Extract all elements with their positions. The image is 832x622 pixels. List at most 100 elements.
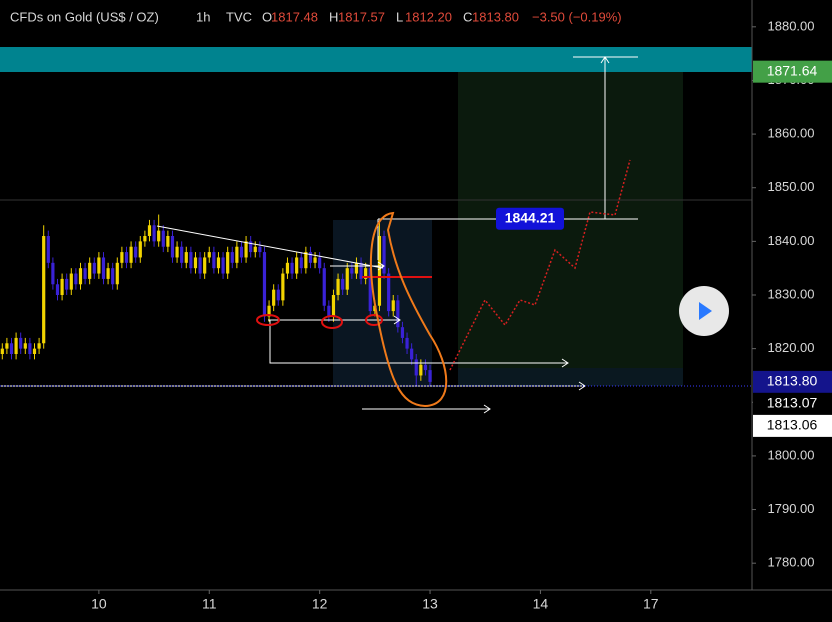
candle-body: [51, 262, 55, 285]
price-label: 1813.80: [767, 373, 818, 389]
candle-body: [345, 268, 349, 290]
candle-body: [368, 268, 372, 312]
y-tick-label: 1830.00: [768, 286, 815, 301]
candle-body: [336, 278, 340, 295]
y-tick-label: 1840.00: [768, 233, 815, 248]
price-label: 1813.06: [767, 417, 818, 433]
candle-body: [180, 246, 184, 263]
y-tick-label: 1790.00: [768, 501, 815, 516]
candle-body: [262, 252, 267, 317]
candle-body: [419, 364, 423, 376]
candle-body: [350, 268, 354, 274]
candle-body: [423, 364, 428, 371]
candle-body: [157, 230, 161, 242]
price-label-bg: [753, 370, 832, 393]
y-tick-label: 1820.00: [768, 340, 815, 355]
candle-body: [354, 262, 359, 274]
candle-body: [166, 236, 170, 247]
x-tick-label: 12: [312, 596, 328, 612]
annotation: 1844.21: [505, 209, 556, 225]
ohlc-value: 1817.57: [338, 9, 385, 24]
markers: [256, 276, 432, 329]
ohlc-value: 1812.20: [405, 9, 452, 24]
candle-body: [405, 337, 409, 349]
stop-zone: [458, 368, 683, 386]
candle-body: [5, 343, 9, 349]
candle-body: [88, 262, 92, 279]
candle-body: [65, 278, 69, 290]
candle-body: [170, 236, 175, 258]
candle-body: [276, 289, 280, 301]
candle-body: [184, 252, 188, 263]
arrow: [573, 56, 638, 219]
price-label-bg: [753, 414, 832, 437]
annotation-bg: [496, 207, 564, 230]
target-band: [0, 47, 752, 72]
candle-body: [134, 246, 138, 258]
candle-body: [285, 262, 290, 274]
candle-body: [382, 236, 386, 274]
candle-body: [359, 262, 363, 279]
ohlc-value: 1813.80: [472, 9, 519, 24]
candle-body: [60, 278, 64, 295]
x-tick-label: 17: [643, 596, 659, 612]
candle-body: [322, 268, 326, 306]
marker: [321, 315, 343, 329]
candle-body: [207, 252, 211, 258]
candle-body: [101, 257, 106, 279]
candle-body: [221, 257, 225, 274]
candle-body: [341, 278, 345, 290]
candle-body: [55, 284, 60, 295]
y-tick-label: 1800.00: [768, 447, 815, 462]
candle-body: [28, 343, 32, 354]
trend-line: [156, 225, 384, 269]
candle-body: [230, 252, 234, 263]
candle-body: [111, 268, 115, 285]
candle-body: [364, 268, 368, 279]
candle-body: [46, 236, 50, 263]
price-label: 1871.64: [767, 62, 818, 78]
target-zone: [458, 72, 683, 385]
candle-body: [272, 289, 276, 306]
candle-body: [281, 273, 285, 301]
x-tick-label: 14: [533, 596, 549, 612]
arrow: [269, 320, 569, 368]
change: −3.50 (−0.19%): [532, 9, 622, 24]
marker: [365, 314, 383, 326]
ohlc-key: C: [463, 9, 472, 24]
candle-body: [203, 257, 207, 274]
candle-body: [14, 337, 18, 354]
candle-body: [78, 268, 83, 285]
candle-body: [377, 236, 382, 306]
candle-body: [198, 257, 202, 274]
candle-body: [299, 257, 303, 269]
price-axis: [752, 0, 832, 590]
ohlc-value: 1817.48: [271, 9, 318, 24]
candle-body: [74, 273, 78, 285]
candle-body: [193, 257, 198, 269]
candle-body: [32, 348, 37, 354]
projection: [449, 159, 631, 371]
candle-body: [83, 268, 87, 279]
candle-body: [175, 246, 179, 258]
candle-body: [152, 225, 156, 242]
y-tick-label: 1850.00: [768, 179, 815, 194]
candle-body: [387, 273, 391, 312]
y-tick-label: 1860.00: [768, 126, 815, 141]
candle-body: [92, 262, 96, 274]
candle-body: [244, 241, 248, 258]
y-tick-label: 1780.00: [768, 555, 815, 570]
candle-body: [143, 236, 147, 242]
ohlc-key: O: [262, 9, 272, 24]
price-label-bg: [753, 392, 832, 415]
x-tick-label: 13: [422, 596, 438, 612]
candle-body: [212, 252, 216, 269]
candle-body: [161, 230, 165, 247]
candle-body: [19, 337, 23, 349]
marker: [256, 314, 280, 326]
candle-body: [249, 241, 253, 253]
candle-body: [410, 348, 414, 360]
price-label-bg: [753, 60, 832, 83]
candle-body: [308, 252, 313, 263]
